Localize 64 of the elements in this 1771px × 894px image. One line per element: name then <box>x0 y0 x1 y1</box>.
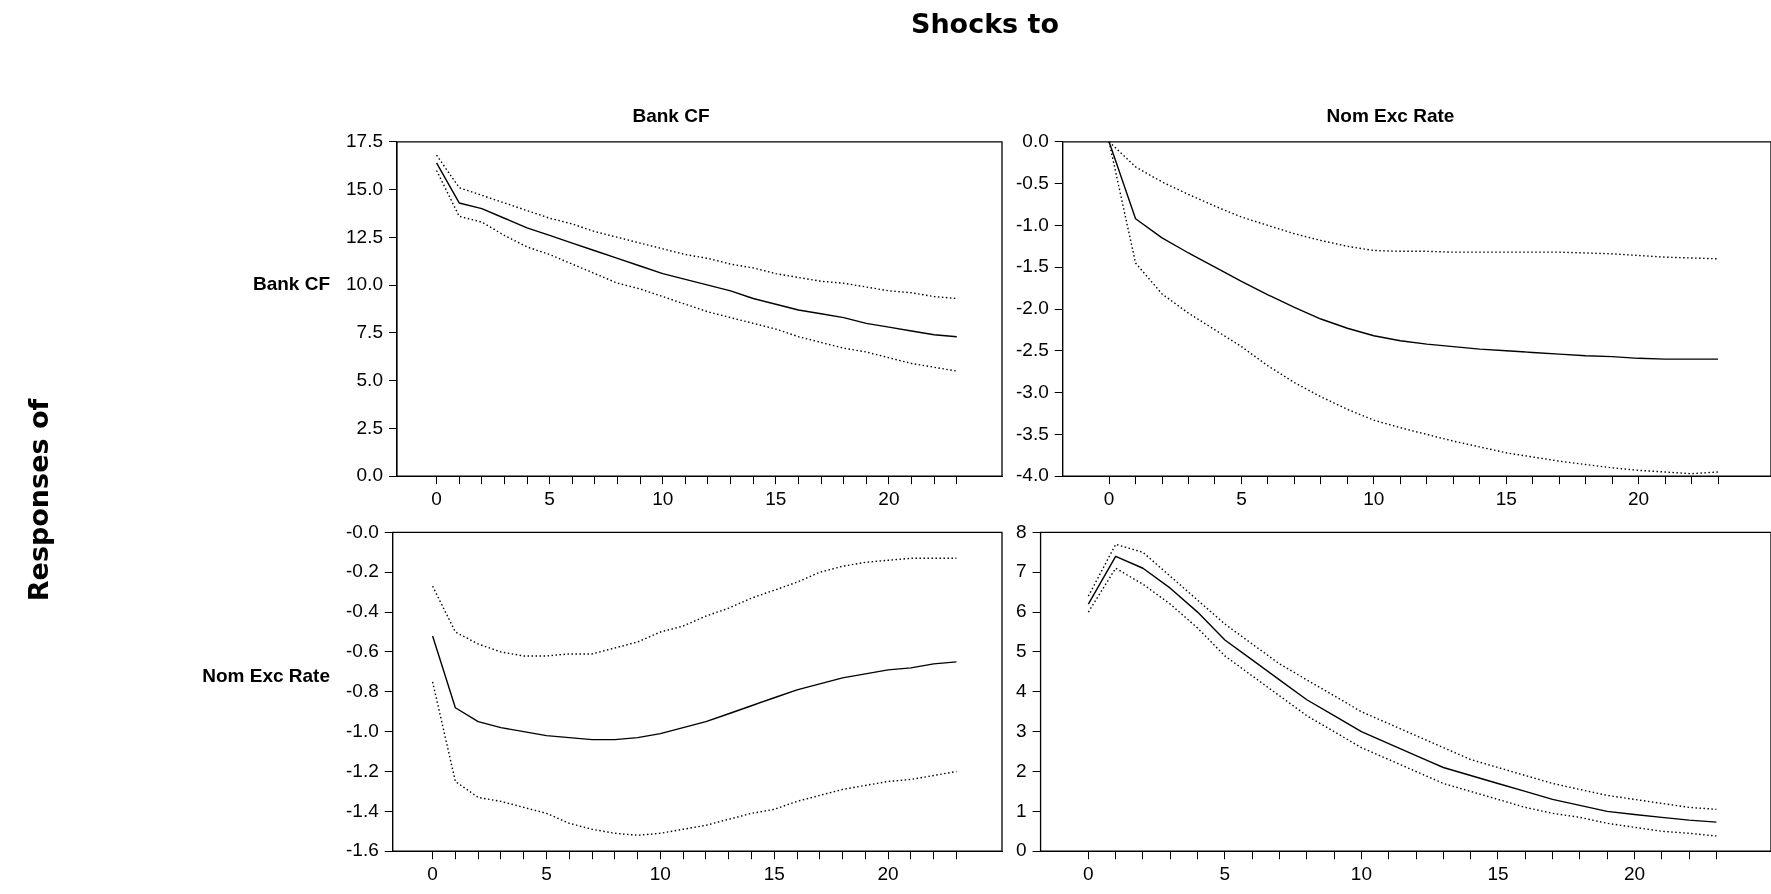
x-tick-label: 0 <box>431 487 442 509</box>
y-tick-label: -1.6 <box>345 839 379 861</box>
y-tick-label: 7.5 <box>356 321 383 343</box>
y-tick-label: -2.0 <box>1015 297 1049 319</box>
y-tick-label: 2.5 <box>356 416 383 438</box>
x-tick-label: 20 <box>1628 487 1650 509</box>
y-tick-label: -0.8 <box>345 680 379 702</box>
x-tick-label: 10 <box>1350 862 1372 884</box>
y-tick-label: -3.0 <box>1015 380 1049 402</box>
y-tick-label: 1 <box>1015 799 1027 821</box>
y-tick-label: 2 <box>1015 759 1027 781</box>
y-tick-label: 4 <box>1015 680 1027 702</box>
y-tick-label: 5 <box>1015 640 1027 662</box>
text: Shocks to <box>910 8 1060 39</box>
x-tick-label: 10 <box>1363 487 1385 509</box>
x-tick-label: 20 <box>1623 862 1646 884</box>
x-tick-label: 20 <box>877 862 899 884</box>
x-tick-label: 5 <box>1236 487 1247 509</box>
line-series <box>435 169 958 372</box>
x-tick-label: 15 <box>765 487 787 509</box>
y-tick-label: 3 <box>1015 719 1027 741</box>
y-tick-label: 12.5 <box>346 225 383 247</box>
y-tick-label: -1.0 <box>345 719 379 741</box>
line-series <box>435 154 958 300</box>
y-axis-title: Nom Exc Rate <box>202 665 330 687</box>
y-tick-label: 0 <box>1015 839 1027 861</box>
y-tick-label: -1.4 <box>345 799 380 821</box>
y-tick-label: -2.5 <box>1015 339 1049 361</box>
y-tick-label: -1.0 <box>1015 213 1049 235</box>
y-tick-label: 0.0 <box>1022 130 1049 152</box>
y-axis-title: Bank CF <box>252 273 330 295</box>
x-tick-label: 0 <box>1103 487 1115 509</box>
y-tick-label: 7 <box>1015 560 1027 582</box>
x-tick-label: 15 <box>763 862 785 884</box>
y-tick-label: 0.0 <box>356 464 383 486</box>
y-tick-label: 8 <box>1015 520 1027 542</box>
x-tick-label: 5 <box>541 862 552 884</box>
y-tick-label: -0.5 <box>1015 171 1049 193</box>
x-tick-label: 15 <box>1495 487 1517 509</box>
y-tick-label: -0.6 <box>345 640 379 662</box>
y-tick-label: 17.5 <box>346 130 383 152</box>
x-tick-label: 10 <box>649 862 671 884</box>
y-tick-label: -0.0 <box>345 520 379 542</box>
y-tick-label: -4.0 <box>1015 464 1049 486</box>
y-tick-label: -3.5 <box>1015 422 1049 444</box>
x-tick-label: 0 <box>1083 862 1094 884</box>
y-tick-label: 15.0 <box>346 177 383 199</box>
chart-title: Bank CF <box>632 104 710 126</box>
x-tick-label: 20 <box>878 487 900 509</box>
x-tick-label: 0 <box>427 862 438 884</box>
x-tick-label: 15 <box>1487 862 1509 884</box>
y-tick-label: 6 <box>1015 600 1027 622</box>
chart-title: Nom Exc Rate <box>1326 104 1455 126</box>
y-tick-label: -1.2 <box>345 759 379 781</box>
line-series <box>431 557 958 657</box>
y-tick-label: -1.5 <box>1015 255 1049 277</box>
x-tick-label: 5 <box>544 487 555 509</box>
y-tick-label: 5.0 <box>356 368 383 390</box>
x-tick-label: 5 <box>1219 862 1231 884</box>
y-tick-label: -0.2 <box>345 560 379 582</box>
text: Responses of <box>22 398 54 602</box>
x-tick-label: 10 <box>652 487 674 509</box>
y-tick-label: -0.4 <box>345 600 380 622</box>
y-tick-label: 10.0 <box>346 273 383 295</box>
